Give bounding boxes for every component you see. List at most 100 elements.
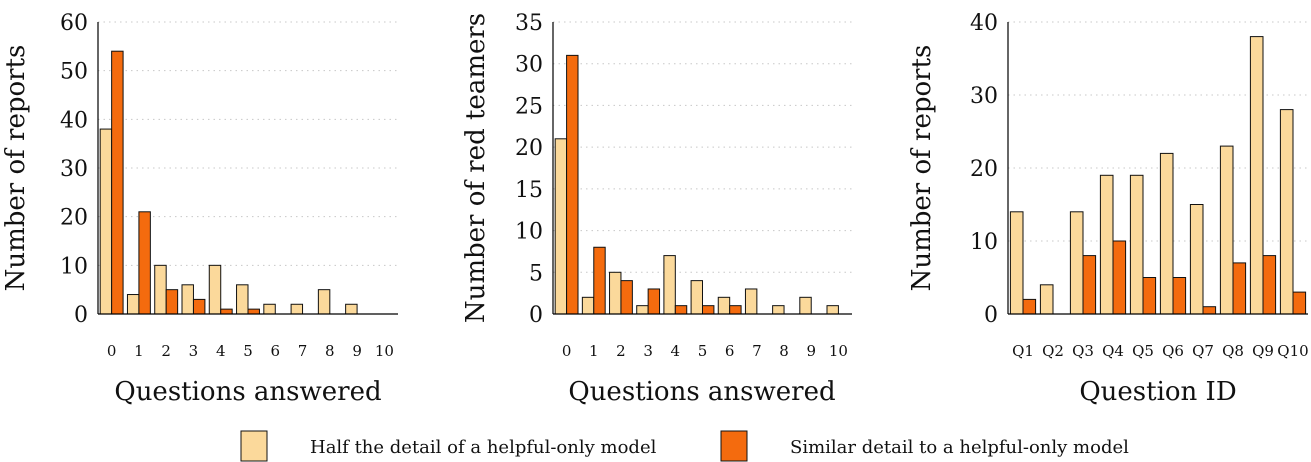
bar-half-6	[717, 296, 731, 315]
bar-half-5	[690, 280, 703, 315]
x-tick-label: Q5	[1132, 342, 1154, 360]
bar-similar-0	[111, 50, 124, 315]
y-tick-label: 30	[970, 84, 998, 109]
y-tick-label: 25	[515, 94, 543, 119]
bar-half-7	[290, 303, 304, 315]
y-tick-label: 50	[60, 60, 88, 85]
x-tick-label: 0	[562, 342, 572, 360]
x-tick-label: Q9	[1252, 342, 1274, 360]
bar-similar-1	[593, 246, 606, 315]
bar-similar-3	[192, 298, 206, 315]
legend-label-similar: Similar detail to a helpful-only model	[790, 437, 1129, 458]
y-tick-label: 5	[529, 261, 543, 286]
bar-similar-5	[247, 308, 260, 315]
bar-similar-1	[138, 211, 151, 315]
bar-similar-2	[620, 280, 633, 315]
bar-half-2	[609, 271, 622, 315]
bar-similar-Q3	[1082, 255, 1097, 315]
bar-half-10	[826, 305, 839, 315]
bar-half-Q10	[1279, 109, 1294, 315]
x-tick-label: Q2	[1042, 342, 1064, 360]
x-tick-label: 8	[779, 342, 789, 360]
bar-similar-Q7	[1202, 306, 1217, 315]
bar-similar-Q6	[1172, 277, 1187, 315]
bar-similar-4	[674, 305, 688, 315]
x-tick-label: 7	[752, 342, 762, 360]
x-axis-label: Questions answered	[568, 377, 835, 407]
x-tick-label: Q4	[1102, 342, 1124, 360]
x-tick-label: 3	[189, 342, 199, 360]
x-tick-label: Q10	[1277, 342, 1308, 360]
bar-half-Q4	[1099, 174, 1114, 315]
x-tick-label: 8	[325, 342, 335, 360]
bar-half-Q7	[1189, 204, 1204, 315]
x-tick-label: 4	[671, 342, 681, 360]
y-tick-label: 35	[515, 11, 543, 36]
legend: Half the detail of a helpful-only model S…	[240, 430, 1129, 462]
bar-similar-Q1	[1022, 298, 1037, 315]
x-tick-label: 7	[298, 342, 308, 360]
legend-label-half: Half the detail of a helpful-only model	[310, 437, 657, 458]
y-tick-label: 0	[984, 303, 998, 328]
bar-half-Q9	[1249, 36, 1264, 315]
x-tick-label: Q1	[1012, 342, 1034, 360]
y-tick-label: 10	[60, 254, 88, 279]
bar-similar-0	[566, 54, 579, 315]
bar-half-9	[345, 303, 358, 315]
bar-half-Q1	[1009, 211, 1024, 315]
bar-half-9	[799, 296, 812, 315]
chart-3: 0 10 20 30 40 Q1 Q2 Q3 Q4 Q5 Q6 Q7 Q8 Q9 Q10 Question I…	[907, 11, 1309, 407]
x-tick-label: Q6	[1162, 342, 1184, 360]
bar-half-3	[636, 305, 649, 315]
x-tick-label: 2	[161, 342, 171, 360]
bar-half-8	[317, 289, 331, 315]
bar-half-0	[554, 138, 568, 315]
x-tick-label: 5	[243, 342, 253, 360]
x-tick-label: 9	[806, 342, 816, 360]
y-tick-label: 15	[515, 178, 543, 203]
bar-similar-6	[729, 305, 742, 315]
x-tick-label: 9	[352, 342, 362, 360]
x-tick-label: 6	[725, 342, 735, 360]
bar-similar-5	[702, 305, 715, 315]
legend-swatch-similar	[720, 430, 748, 462]
y-axis-label: Number of red teamers	[461, 13, 491, 323]
y-tick-label: 0	[74, 303, 88, 328]
bar-half-Q5	[1129, 174, 1144, 315]
y-tick-label: 40	[970, 11, 998, 36]
bar-half-8	[772, 305, 785, 315]
x-tick-label: Q8	[1222, 342, 1244, 360]
x-tick-label: Q7	[1192, 342, 1214, 360]
y-tick-label: 20	[970, 157, 998, 182]
x-tick-label: 4	[216, 342, 226, 360]
x-tick-label: 5	[698, 342, 708, 360]
bar-similar-Q9	[1262, 255, 1277, 315]
bar-half-5	[236, 284, 249, 315]
y-tick-label: 20	[515, 136, 543, 161]
bar-half-7	[744, 288, 758, 315]
x-tick-label: 3	[643, 342, 653, 360]
bar-half-Q8	[1219, 145, 1234, 315]
y-tick-label: 60	[60, 11, 88, 36]
y-tick-label: 30	[60, 157, 88, 182]
bar-similar-2	[165, 289, 179, 315]
y-tick-label: 30	[515, 53, 543, 78]
x-tick-label: 10	[829, 342, 848, 360]
y-axis-label: Number of reports	[1, 45, 31, 292]
bar-half-3	[181, 284, 194, 315]
x-tick-label: 10	[375, 342, 394, 360]
bar-similar-Q10	[1292, 291, 1307, 315]
bar-half-Q3	[1069, 211, 1084, 315]
bar-similar-Q8	[1232, 262, 1247, 315]
y-tick-label: 20	[60, 206, 88, 231]
bar-half-1	[581, 296, 595, 315]
y-axis-label: Number of reports	[907, 45, 937, 292]
x-tick-label: 0	[107, 342, 117, 360]
y-tick-label: 40	[60, 108, 88, 133]
x-axis-label: Question ID	[1079, 377, 1236, 407]
bar-similar-Q5	[1142, 277, 1157, 315]
